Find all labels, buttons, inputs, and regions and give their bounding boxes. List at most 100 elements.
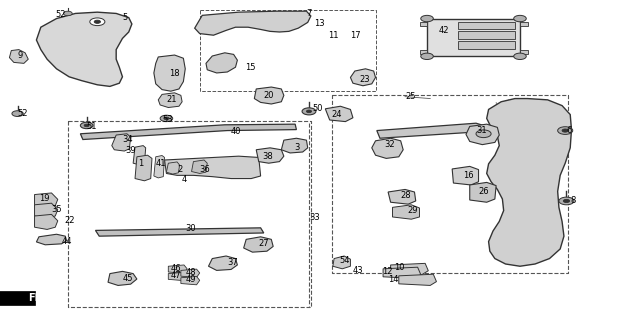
Polygon shape [112,134,131,151]
Polygon shape [391,263,428,275]
Polygon shape [166,162,180,174]
Circle shape [562,129,568,132]
Polygon shape [154,156,165,178]
Text: 49: 49 [185,275,196,284]
Polygon shape [244,237,273,252]
Text: 4: 4 [182,175,187,184]
Polygon shape [520,50,528,54]
Text: 17: 17 [350,31,361,40]
Bar [458,41,515,49]
Polygon shape [372,138,403,158]
Text: 42: 42 [438,26,449,35]
Polygon shape [487,99,571,266]
Text: 14: 14 [388,275,399,284]
Text: 30: 30 [185,224,196,233]
Text: 48: 48 [185,268,196,277]
Text: 44: 44 [62,237,72,246]
Polygon shape [256,148,284,163]
Text: 20: 20 [264,92,274,100]
Text: 52: 52 [18,109,28,118]
Polygon shape [420,50,427,54]
Text: 52: 52 [55,10,66,19]
Circle shape [514,53,526,60]
Text: 9: 9 [18,52,23,60]
Polygon shape [325,106,353,122]
Circle shape [84,124,89,127]
Text: 28: 28 [401,191,411,200]
Text: 47: 47 [171,271,181,280]
Text: 12: 12 [382,267,392,276]
Text: 37: 37 [227,258,238,267]
Polygon shape [377,123,487,138]
Text: 27: 27 [259,239,269,248]
Bar [427,19,520,56]
Text: 35: 35 [51,205,62,214]
Text: 38: 38 [263,152,273,161]
Text: 21: 21 [166,95,177,104]
Text: 40: 40 [231,127,242,136]
Polygon shape [350,69,376,86]
Circle shape [559,197,574,205]
Circle shape [306,110,311,113]
Circle shape [563,199,570,203]
Polygon shape [254,87,284,104]
Text: 24: 24 [332,110,342,119]
Text: 25: 25 [405,92,416,101]
Polygon shape [36,234,67,245]
Polygon shape [192,160,207,173]
Circle shape [63,11,72,16]
Text: 36: 36 [200,165,210,174]
Text: 7: 7 [306,9,312,18]
Polygon shape [208,256,237,270]
Text: 39: 39 [126,146,136,155]
Polygon shape [420,22,427,26]
Polygon shape [470,182,496,202]
Polygon shape [95,228,264,236]
Polygon shape [520,22,528,26]
Circle shape [160,115,173,122]
Circle shape [558,127,573,134]
Text: 10: 10 [394,263,405,272]
Bar [458,31,515,39]
Text: 53: 53 [162,116,173,124]
Circle shape [421,53,433,60]
Text: 46: 46 [171,264,181,273]
Circle shape [164,117,169,120]
Polygon shape [0,291,35,305]
Text: 6: 6 [566,126,572,135]
Text: 34: 34 [122,135,133,144]
Polygon shape [158,93,182,108]
Polygon shape [466,124,499,145]
Text: 2: 2 [177,165,182,174]
Polygon shape [388,189,416,204]
Circle shape [90,18,105,26]
Text: 3: 3 [294,143,300,152]
Text: 5: 5 [122,13,127,22]
Text: 45: 45 [122,274,133,283]
Bar [458,22,515,29]
Text: FR.: FR. [28,292,46,303]
Polygon shape [35,193,58,208]
Polygon shape [383,267,421,278]
Circle shape [302,108,316,115]
Polygon shape [135,155,152,181]
Polygon shape [392,205,420,219]
Circle shape [514,15,526,22]
Text: 29: 29 [407,206,418,215]
Text: 26: 26 [479,187,489,196]
Text: 50: 50 [313,104,323,113]
Text: 15: 15 [245,63,256,72]
Polygon shape [9,50,28,63]
Polygon shape [168,272,187,281]
Polygon shape [281,138,308,153]
Text: 43: 43 [353,266,364,275]
Polygon shape [36,12,132,86]
Text: 41: 41 [156,159,166,168]
Circle shape [476,130,491,138]
Text: 23: 23 [359,75,370,84]
Polygon shape [399,274,436,285]
Text: 19: 19 [39,194,50,203]
Polygon shape [452,166,479,185]
Polygon shape [333,256,350,269]
Polygon shape [181,269,200,277]
